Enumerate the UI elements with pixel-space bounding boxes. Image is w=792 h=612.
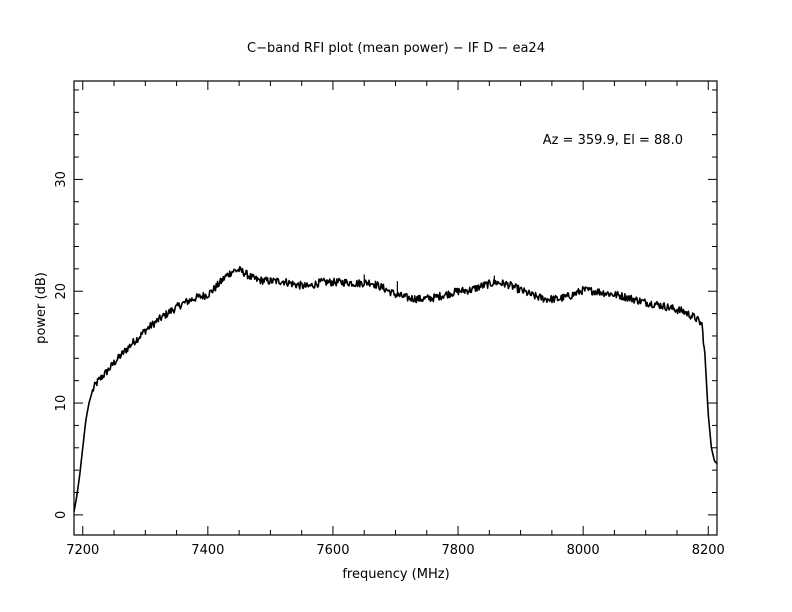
y-tick-label: 20: [54, 283, 69, 300]
position-annotation: Az = 359.9, El = 88.0: [543, 133, 683, 148]
power-spectrum-line: [73, 266, 718, 512]
y-tick-label: 30: [54, 171, 69, 188]
x-tick-label: 7600: [316, 543, 349, 558]
chart-title: C−band RFI plot (mean power) − IF D − ea…: [247, 41, 545, 56]
x-tick-label: 8000: [567, 543, 600, 558]
y-tick-label: 10: [54, 395, 69, 412]
tick-labels: 7200 7400 7600 7800 8000 8200 0 10 20 30: [54, 171, 725, 558]
x-tick-label: 7200: [66, 543, 99, 558]
x-axis-label: frequency (MHz): [342, 567, 449, 582]
rfi-spikes: [363, 274, 495, 296]
y-tick-label: 0: [54, 511, 69, 519]
y-axis-label: power (dB): [34, 272, 49, 344]
x-tick-label: 7400: [191, 543, 224, 558]
x-tick-label: 7800: [442, 543, 475, 558]
major-ticks: [74, 81, 717, 535]
minor-ticks: [74, 81, 717, 535]
x-tick-label: 8200: [692, 543, 725, 558]
